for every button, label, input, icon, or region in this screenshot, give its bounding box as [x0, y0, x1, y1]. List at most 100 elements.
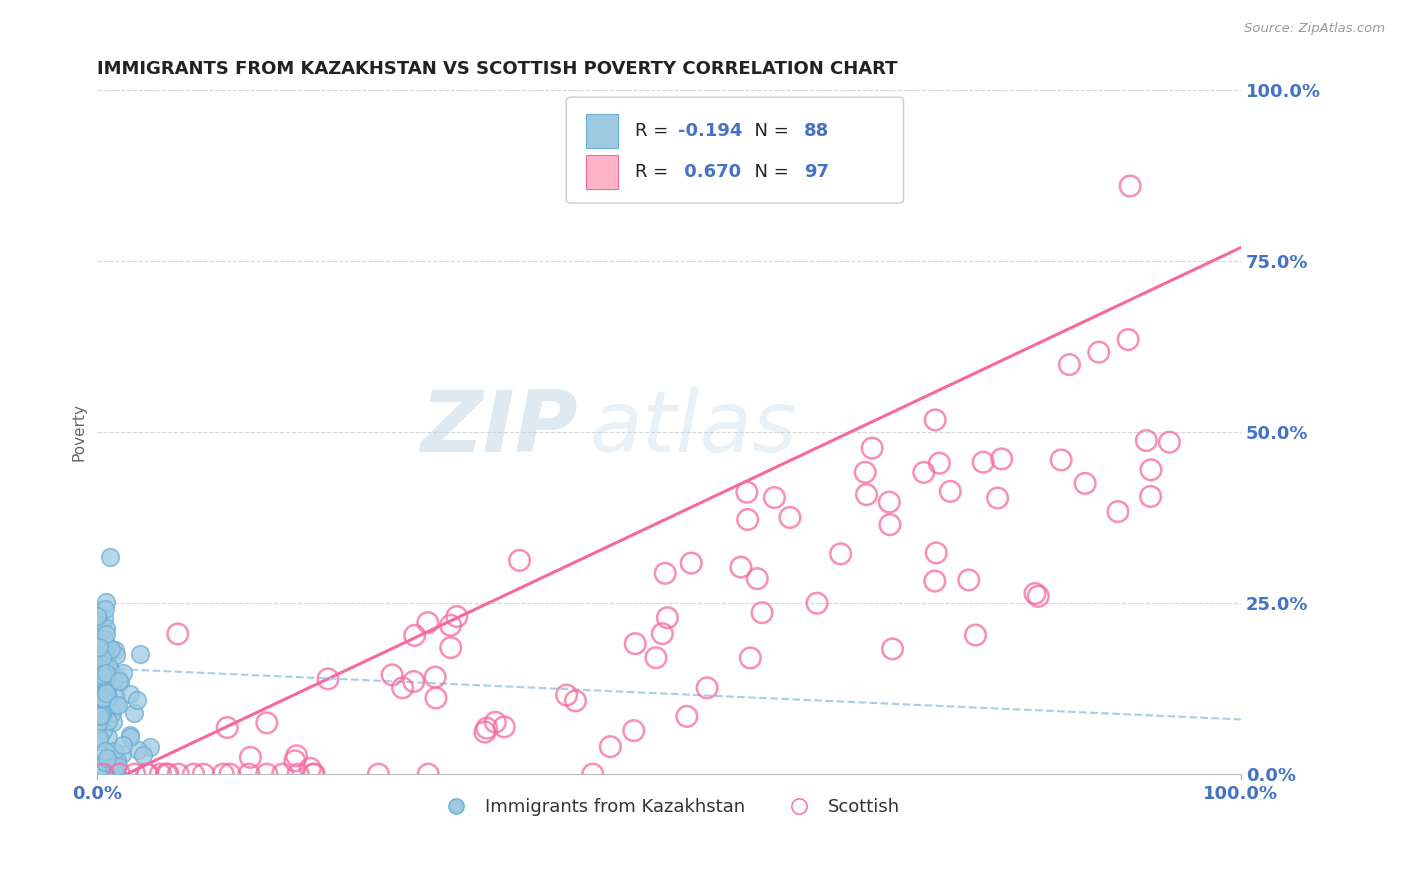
Point — [101, 673, 124, 687]
Point — [108, 674, 131, 689]
Point — [1088, 345, 1111, 359]
Point — [136, 767, 159, 781]
Point — [96, 644, 118, 658]
Point — [599, 739, 621, 754]
Point — [97, 640, 120, 654]
Point — [91, 724, 114, 739]
Point — [751, 606, 773, 620]
Point — [1074, 476, 1097, 491]
Point — [93, 644, 115, 658]
Point — [367, 767, 389, 781]
FancyBboxPatch shape — [586, 114, 617, 148]
Point — [972, 455, 994, 469]
Point — [740, 651, 762, 665]
Point — [96, 627, 118, 641]
Point — [987, 491, 1010, 505]
Point — [86, 609, 108, 624]
Point — [763, 491, 786, 505]
Point — [284, 754, 307, 768]
Point — [98, 550, 121, 565]
Point — [1140, 463, 1163, 477]
Point — [425, 670, 447, 684]
Point — [239, 750, 262, 764]
Point — [93, 632, 115, 646]
Point — [654, 566, 676, 581]
Point — [860, 441, 883, 455]
Text: atlas: atlas — [589, 387, 797, 470]
Point — [779, 510, 801, 524]
Point — [89, 760, 111, 774]
Point — [87, 673, 110, 687]
Point — [965, 628, 987, 642]
Point — [98, 661, 121, 675]
Point — [1050, 453, 1073, 467]
Point — [183, 767, 205, 781]
Point — [89, 731, 111, 745]
Point — [108, 675, 131, 690]
Text: N =: N = — [744, 122, 794, 140]
Legend: Immigrants from Kazakhstan, Scottish: Immigrants from Kazakhstan, Scottish — [430, 791, 907, 823]
Point — [104, 767, 127, 781]
Point — [94, 651, 117, 665]
Point — [94, 678, 117, 692]
Point — [111, 747, 134, 761]
Point — [928, 456, 950, 470]
Point — [89, 696, 111, 710]
Point — [564, 694, 586, 708]
Point — [302, 767, 325, 781]
Point — [97, 730, 120, 744]
Point — [1119, 179, 1142, 194]
Point — [129, 647, 152, 661]
Point — [105, 648, 128, 662]
Point — [657, 611, 679, 625]
Point — [101, 714, 124, 729]
Point — [104, 689, 127, 703]
Point — [90, 619, 112, 633]
Point — [155, 767, 177, 781]
Point — [94, 684, 117, 698]
Point — [132, 748, 155, 763]
Point — [271, 767, 294, 781]
Point — [101, 767, 124, 781]
Point — [696, 681, 718, 695]
Point — [94, 621, 117, 635]
Point — [86, 609, 108, 624]
Point — [96, 690, 118, 704]
Point — [89, 708, 111, 723]
Point — [624, 637, 647, 651]
Point — [89, 640, 111, 654]
Point — [87, 734, 110, 748]
Point — [645, 650, 668, 665]
Point — [1024, 586, 1046, 600]
Point — [418, 767, 440, 781]
Point — [877, 495, 900, 509]
Point — [882, 641, 904, 656]
Point — [509, 553, 531, 567]
Point — [91, 667, 114, 681]
Point — [104, 698, 127, 712]
Point — [806, 596, 828, 610]
Point — [91, 707, 114, 722]
Point — [391, 681, 413, 695]
Point — [94, 666, 117, 681]
Point — [93, 657, 115, 672]
Point — [299, 761, 322, 775]
Point — [1135, 434, 1157, 448]
Point — [87, 715, 110, 730]
Point — [91, 703, 114, 717]
Text: R =: R = — [634, 163, 673, 181]
Point — [735, 485, 758, 500]
Point — [90, 701, 112, 715]
Point — [94, 756, 117, 770]
Point — [925, 546, 948, 560]
Point — [681, 556, 703, 570]
Point — [853, 466, 876, 480]
Point — [87, 646, 110, 660]
Point — [112, 665, 135, 680]
Point — [135, 767, 157, 781]
Point — [475, 721, 498, 735]
Point — [193, 767, 215, 781]
Point — [94, 767, 117, 781]
Point — [107, 671, 129, 685]
Point — [107, 698, 129, 712]
